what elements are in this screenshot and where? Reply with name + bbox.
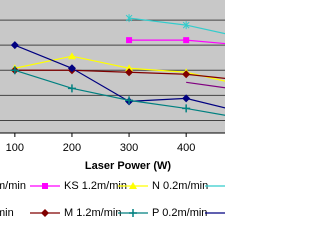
series-line	[186, 81, 225, 89]
x-axis-label: Laser Power (W)	[85, 160, 172, 172]
x-tick-label: 200	[63, 142, 81, 154]
marker	[182, 104, 191, 113]
legend-marker	[42, 183, 48, 189]
legend-marker	[129, 209, 137, 217]
x-tick-label: 400	[177, 142, 195, 154]
marker	[125, 68, 134, 77]
chart: Laser Power (W) m/min min 100 200 300 400 KS…	[0, 0, 225, 219]
marker	[125, 96, 134, 105]
legend-marker	[129, 182, 137, 189]
marker	[126, 37, 133, 44]
legend-fragment: min	[0, 207, 14, 219]
marker	[10, 41, 19, 50]
marker	[125, 64, 134, 72]
marker	[67, 52, 76, 60]
legend-marker	[41, 209, 49, 217]
marker	[125, 14, 133, 23]
marker	[67, 84, 76, 93]
plot-area	[0, 0, 225, 133]
legend-label: P 0.2m/min	[152, 207, 207, 219]
legend-label: N 0.2m/min	[152, 180, 208, 192]
x-tick-label: 300	[120, 142, 138, 154]
marker	[10, 66, 19, 75]
legend-label: KS 1.2m/min	[64, 180, 127, 192]
x-tick-label: 100	[6, 142, 24, 154]
marker	[67, 64, 76, 73]
legend-fragment: m/min	[0, 180, 26, 192]
marker	[183, 37, 190, 44]
marker	[182, 94, 191, 103]
plot-background	[0, 0, 225, 133]
marker	[182, 70, 191, 79]
marker	[182, 21, 190, 30]
legend-label: M 1.2m/min	[64, 207, 121, 219]
